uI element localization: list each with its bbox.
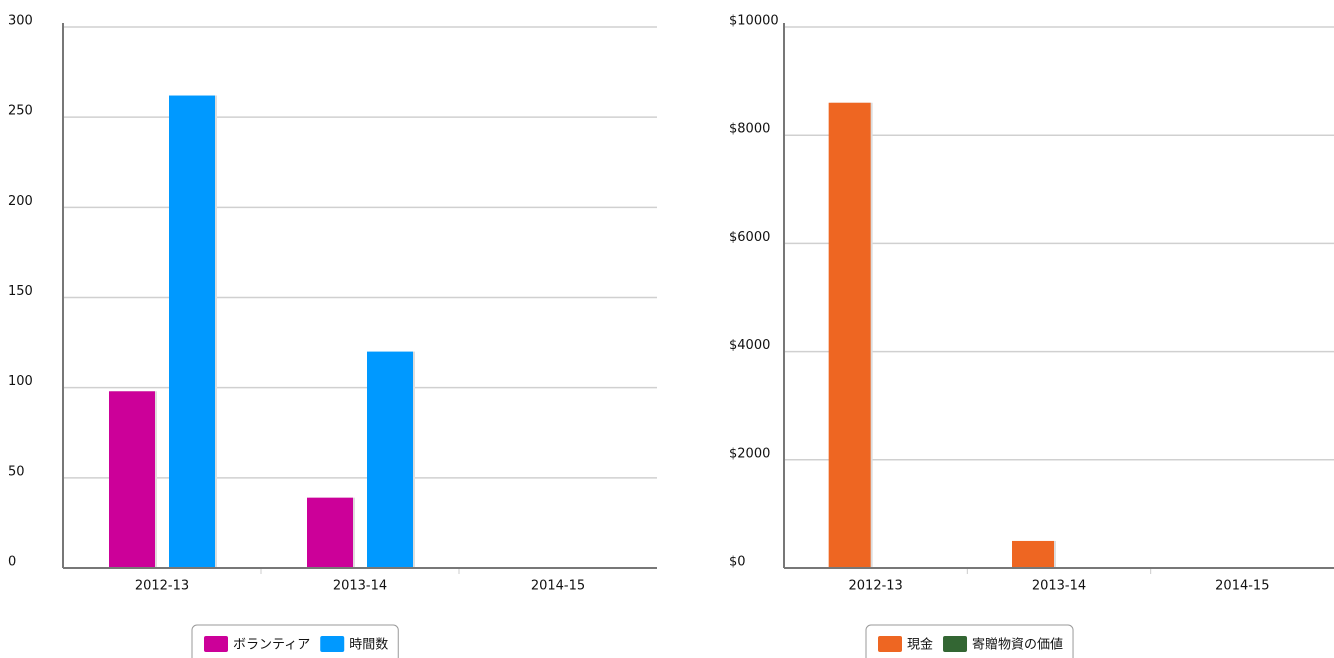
bar	[828, 102, 871, 569]
legend-swatch	[878, 636, 902, 652]
y-tick-label: $2000	[729, 446, 770, 461]
y-tick-label: $4000	[729, 338, 770, 353]
legend-label: ボランティア	[233, 638, 310, 653]
legend-label: 寄贈物資の価値	[972, 637, 1063, 653]
y-tick-label: $6000	[729, 230, 770, 245]
legend-label: 時間数	[349, 638, 388, 653]
bar	[367, 351, 413, 568]
x-tick-label: 2012-13	[849, 579, 903, 594]
y-tick-label: 200	[8, 194, 33, 209]
legend-swatch	[320, 636, 345, 652]
x-tick-label: 2014-15	[1215, 579, 1269, 594]
bar	[169, 95, 215, 568]
x-tick-label: 2012-13	[135, 579, 189, 594]
legend-swatch	[204, 636, 228, 652]
y-tick-label: 100	[8, 374, 33, 389]
x-tick-label: 2013-14	[333, 579, 387, 594]
bar	[307, 497, 353, 568]
legend-box	[191, 624, 399, 658]
y-tick-label: $10000	[729, 14, 779, 29]
y-tick-label: 250	[8, 104, 33, 119]
x-tick-label: 2014-15	[531, 579, 585, 594]
y-tick-label: 50	[8, 464, 25, 479]
legend-swatch	[943, 636, 968, 652]
bar	[1012, 540, 1054, 568]
x-tick-label: 2013-14	[1032, 579, 1086, 594]
y-tick-label: $0	[729, 555, 746, 570]
legend-label: 現金	[907, 637, 933, 653]
bar	[109, 391, 155, 568]
y-tick-label: $8000	[729, 122, 770, 137]
y-tick-label: 150	[8, 284, 33, 299]
y-tick-label: 300	[8, 14, 33, 29]
legend-box	[865, 624, 1074, 658]
y-tick-label: 0	[8, 555, 16, 570]
